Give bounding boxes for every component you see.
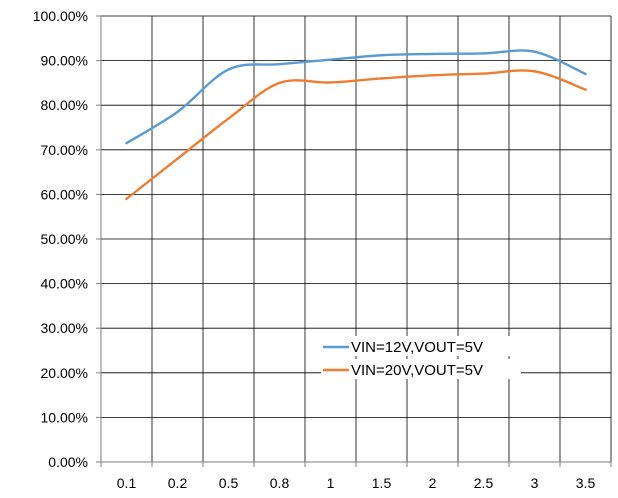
legend: VIN=12V,VOUT=5V VIN=20V,VOUT=5V [321,336,521,379]
x-tick-label: 2 [429,475,437,491]
y-tick-label: 80.00% [41,97,88,113]
y-tick-label: 20.00% [41,365,88,381]
data-point [533,50,536,53]
y-tick-label: 60.00% [41,186,88,202]
x-tick-label: 0.1 [117,475,137,491]
x-tick-label: 0.8 [270,475,290,491]
legend-entry-background [321,336,521,356]
data-point [584,72,587,76]
legend-label: VIN=12V,VOUT=5V [351,339,483,356]
y-axis-ticks: 0.00% 10.00% 20.00% 30.00% 40.00% 50.00% 60.00… [33,8,88,470]
x-tick-label: 3.5 [576,475,596,491]
data-point [227,117,230,120]
data-point [176,110,179,114]
x-tick-label: 3 [531,475,539,491]
data-point [482,72,485,75]
x-tick-label: 0.2 [168,475,188,491]
data-point [227,68,230,71]
y-tick-label: 50.00% [41,231,88,247]
data-point [125,141,128,145]
data-point [482,52,485,55]
legend-label: VIN=20V,VOUT=5V [351,362,483,379]
data-point [431,52,434,56]
x-tick-label: 2.5 [474,475,494,491]
y-tick-label: 0.00% [48,454,88,470]
legend-entry: VIN=12V,VOUT=5V [321,336,521,356]
data-point [533,70,536,73]
x-axis-ticks: 0.1 0.2 0.5 0.8 1 1.5 2 2.5 3 3.5 [117,475,596,491]
y-tick-label: 100.00% [33,8,88,24]
y-tick-label: 90.00% [41,53,88,69]
x-tick-label: 1 [327,475,335,491]
legend-entry-background [321,359,521,379]
data-point [176,157,179,160]
series-line-1 [125,49,587,145]
y-tick-label: 70.00% [41,142,88,158]
y-tick-label: 40.00% [41,276,88,292]
data-point [380,77,383,80]
data-point [329,81,332,84]
x-tick-label: 0.5 [219,475,239,491]
series [125,49,587,201]
y-tick-label: 30.00% [41,320,88,336]
grid [101,15,612,462]
x-tick-label: 1.5 [372,475,392,491]
data-point [380,54,383,57]
legend-entry: VIN=20V,VOUT=5V [321,359,521,379]
data-point [278,62,281,66]
data-point [278,81,281,85]
data-point [125,197,128,201]
series-line-2 [125,69,587,201]
axes [96,15,612,467]
data-point [584,88,587,91]
y-tick-label: 10.00% [41,409,88,425]
data-point [329,58,332,61]
data-point [431,74,434,77]
